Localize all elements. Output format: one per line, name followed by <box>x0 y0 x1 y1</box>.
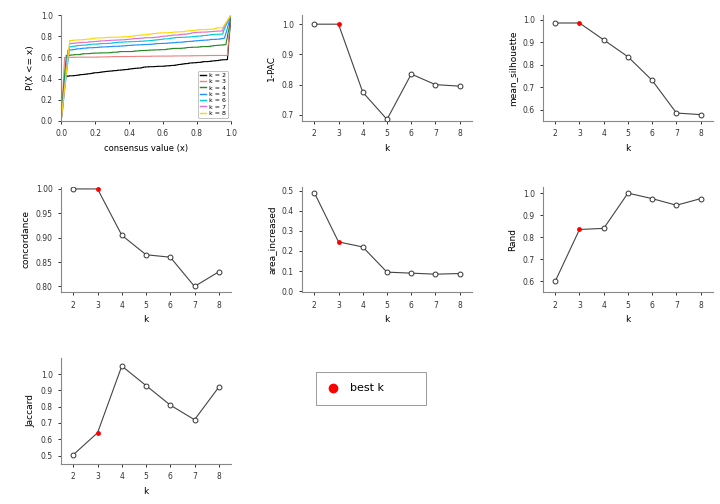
Y-axis label: P(X <= x): P(X <= x) <box>26 46 35 90</box>
X-axis label: k: k <box>626 144 631 153</box>
X-axis label: k: k <box>143 486 148 495</box>
Y-axis label: mean_silhouette: mean_silhouette <box>508 30 517 106</box>
Legend: k = 2, k = 3, k = 4, k = 5, k = 6, k = 7, k = 8: k = 2, k = 3, k = 4, k = 5, k = 6, k = 7… <box>198 71 228 118</box>
X-axis label: k: k <box>143 315 148 324</box>
Y-axis label: area_increased: area_increased <box>267 205 276 274</box>
Y-axis label: 1-PAC: 1-PAC <box>267 55 276 81</box>
X-axis label: k: k <box>384 144 390 153</box>
Y-axis label: Rand: Rand <box>508 228 517 251</box>
Y-axis label: Jaccard: Jaccard <box>26 394 35 427</box>
X-axis label: k: k <box>384 315 390 324</box>
X-axis label: consensus value (x): consensus value (x) <box>104 144 188 153</box>
Y-axis label: concordance: concordance <box>22 210 30 269</box>
X-axis label: k: k <box>626 315 631 324</box>
Text: best k: best k <box>350 383 384 393</box>
